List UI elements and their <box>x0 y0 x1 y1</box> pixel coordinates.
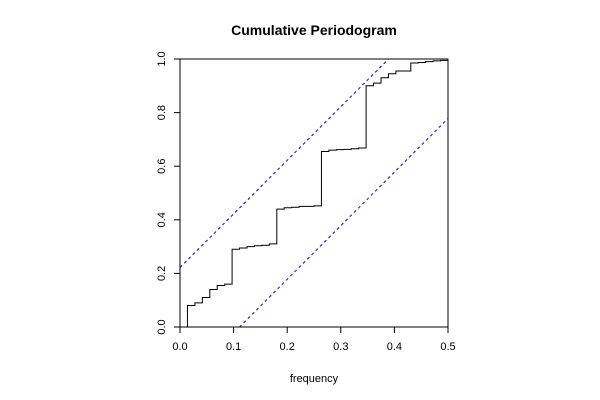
x-tick-label: 0.0 <box>172 341 187 353</box>
plot-frame <box>179 58 449 328</box>
confidence-bands <box>180 59 448 327</box>
x-tick-label: 0.1 <box>226 341 241 353</box>
y-tick-label: 1.0 <box>156 51 168 66</box>
data-series <box>186 59 448 327</box>
y-tick-label: 0.2 <box>156 266 168 281</box>
x-tick-label: 0.4 <box>387 341 402 353</box>
upper-band-line <box>180 59 390 268</box>
y-tick-label: 0.4 <box>156 212 168 227</box>
y-tick-label: 0.0 <box>156 319 168 334</box>
y-axis: 0.0 0.2 0.4 0.6 0.8 1.0 <box>156 51 180 335</box>
cumulative-periodogram-line <box>186 59 448 327</box>
lower-band-line <box>238 118 448 327</box>
x-tick-label: 0.3 <box>333 341 348 353</box>
x-tick-label: 0.2 <box>280 341 295 353</box>
x-axis: 0.0 0.1 0.2 0.3 0.4 0.5 <box>172 327 456 353</box>
y-tick-label: 0.8 <box>156 105 168 120</box>
y-tick-label: 0.6 <box>156 159 168 174</box>
chart-title: Cumulative Periodogram <box>231 22 397 38</box>
x-tick-label: 0.5 <box>440 341 455 353</box>
x-axis-label: frequency <box>290 373 339 385</box>
